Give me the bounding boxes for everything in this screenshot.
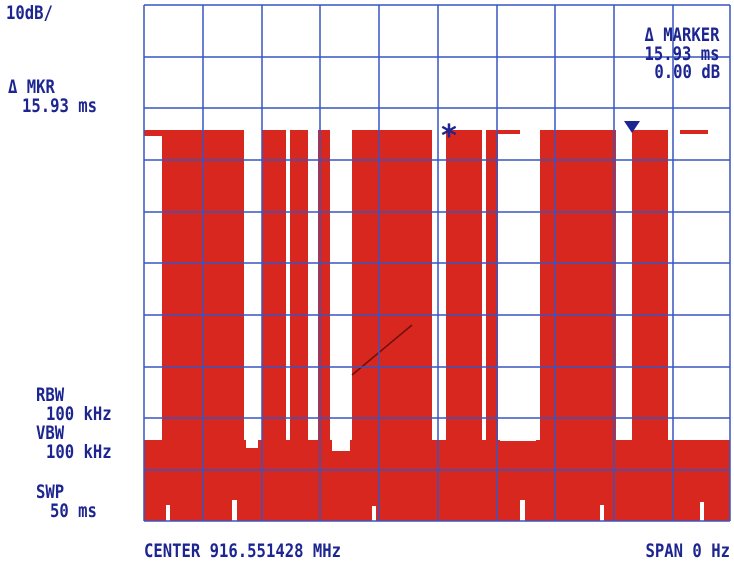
vbw-label: VBW: [36, 422, 65, 444]
swp-label: SWP: [36, 481, 65, 503]
rbw-value: 100 kHz: [46, 403, 112, 425]
span: SPAN 0 Hz: [645, 540, 730, 562]
marker-triangle: [624, 121, 640, 133]
delta-mkr-value: 15.93 ms: [22, 95, 98, 117]
delta-marker-label: Δ MARKER: [644, 24, 720, 46]
rbw-label: RBW: [36, 384, 65, 406]
trace: [144, 130, 730, 521]
delta-mkr-label: Δ MKR: [8, 76, 55, 98]
swp-value: 50 ms: [50, 500, 97, 522]
graticule: [143, 4, 731, 522]
vbw-value: 100 kHz: [46, 441, 112, 463]
scale: 10dB/: [6, 2, 53, 24]
center-frequency: CENTER 916.551428 MHz: [144, 540, 341, 562]
delta-marker-time: 15.93 ms: [644, 43, 720, 65]
marker-star: *: [441, 119, 457, 154]
delta-marker-level: 0.00 dB: [654, 61, 720, 83]
